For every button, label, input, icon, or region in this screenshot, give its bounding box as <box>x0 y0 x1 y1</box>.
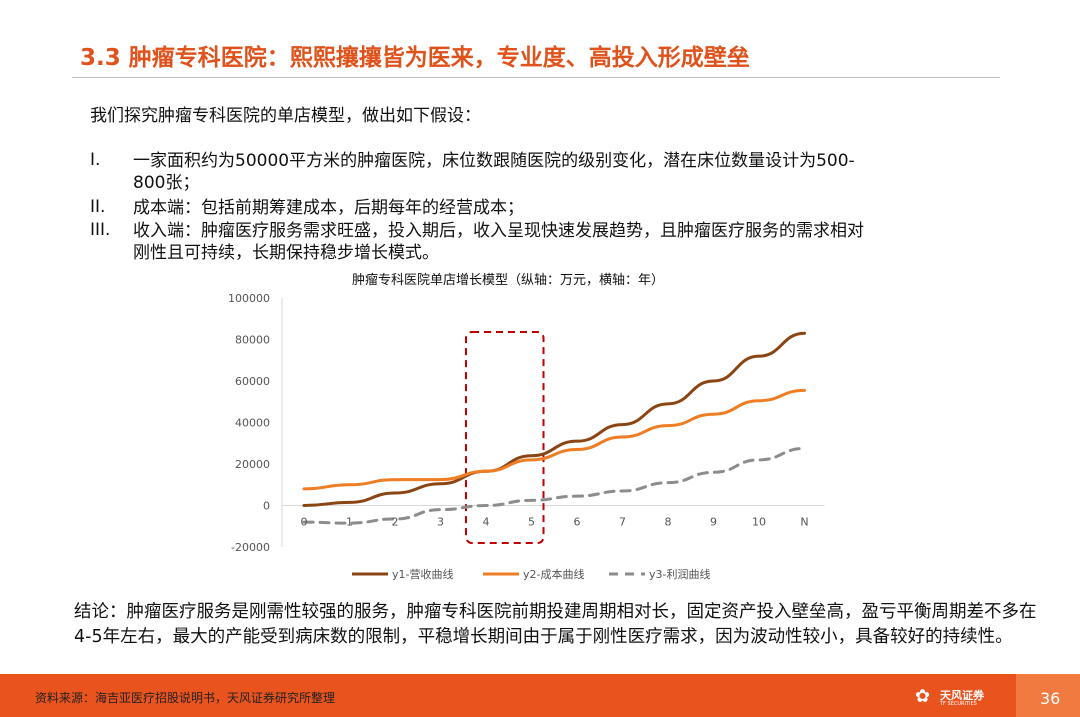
y-tick-label: 40000 <box>235 417 270 430</box>
x-tick-label: 2 <box>392 516 399 529</box>
assumption-1-line-2: 800张； <box>133 173 200 193</box>
logo-subtext: TF SECURITIES <box>940 701 977 707</box>
x-tick-label: 10 <box>752 516 766 529</box>
page-number: 36 <box>1040 689 1061 708</box>
growth-model-chart: 100000 80000 60000 40000 20000 0 -20000 0 1 2 3 4 5 6… <box>228 292 825 581</box>
logo-text: 天风证券 <box>940 689 984 702</box>
series-line-1 <box>302 331 806 507</box>
title-divider <box>72 77 1000 78</box>
x-tick-label: 8 <box>665 516 672 529</box>
chart-title: 肿瘤专科医院单店增长模型（纵轴：万元，横轴：年） <box>352 273 665 288</box>
x-tick-label: N <box>800 516 808 529</box>
x-tick-label: 4 <box>483 516 490 529</box>
footer-bar <box>0 674 1080 717</box>
series-line-2 <box>302 388 806 491</box>
y-tick-label: 80000 <box>235 334 270 347</box>
highlight-box <box>465 331 545 544</box>
assumption-3-number: III. <box>90 220 111 240</box>
x-tick-label: 5 <box>528 516 535 529</box>
legend-label-2: y2-成本曲线 <box>523 567 584 581</box>
x-tick-label: 7 <box>619 516 626 529</box>
legend-label-1: y1-营收曲线 <box>392 567 453 581</box>
company-logo: ✿ 天风证券 TF SECURITIES <box>915 686 985 710</box>
assumption-1-line-1: 一家面积约为50000平方米的肿瘤医院，床位数跟随医院的级别变化，潜在床位数量设… <box>133 151 855 171</box>
conclusion-text: 结论：肿瘤医疗服务是刚需性较强的服务，肿瘤专科医院前期投建周期相对长，固定资产投… <box>74 602 1037 647</box>
y-tick-label: 60000 <box>235 375 270 388</box>
logo-flower-icon: ✿ <box>915 686 931 707</box>
x-tick-label: 0 <box>301 516 308 529</box>
assumption-1-number: I. <box>90 150 101 170</box>
y-tick-label: 100000 <box>228 292 270 305</box>
intro-text: 我们探究肿瘤专科医院的单店模型，做出如下假设： <box>90 106 481 126</box>
legend-label-3: y3-利润曲线 <box>649 567 710 581</box>
x-tick-label: 9 <box>710 516 717 529</box>
series-line-3 <box>302 446 806 525</box>
y-tick-label: 20000 <box>235 458 270 471</box>
page-number-box <box>1016 674 1080 717</box>
x-tick-label: 3 <box>437 516 444 529</box>
source-note: 资料来源：海吉亚医疗招股说明书，天风证券研究所整理 <box>35 691 336 705</box>
x-tick-label: 1 <box>346 516 353 529</box>
assumption-3-line-2: 刚性且可持续，长期保持稳步增长模式。 <box>133 243 439 263</box>
page-title: 3.3 肿瘤专科医院：熙熙攘攘皆为医来，专业度、高投入形成壁垒 <box>80 45 750 71</box>
assumption-2-line-1: 成本端：包括前期筹建成本，后期每年的经营成本； <box>133 198 524 218</box>
x-tick-label: 6 <box>574 516 581 529</box>
assumption-2-number: II. <box>90 197 106 217</box>
y-tick-label: -20000 <box>231 541 270 554</box>
assumption-3-line-1: 收入端：肿瘤医疗服务需求旺盛，投入期后，收入呈现快速发展趋势，且肿瘤医疗服务的需… <box>133 221 864 241</box>
y-tick-label: 0 <box>263 500 270 513</box>
